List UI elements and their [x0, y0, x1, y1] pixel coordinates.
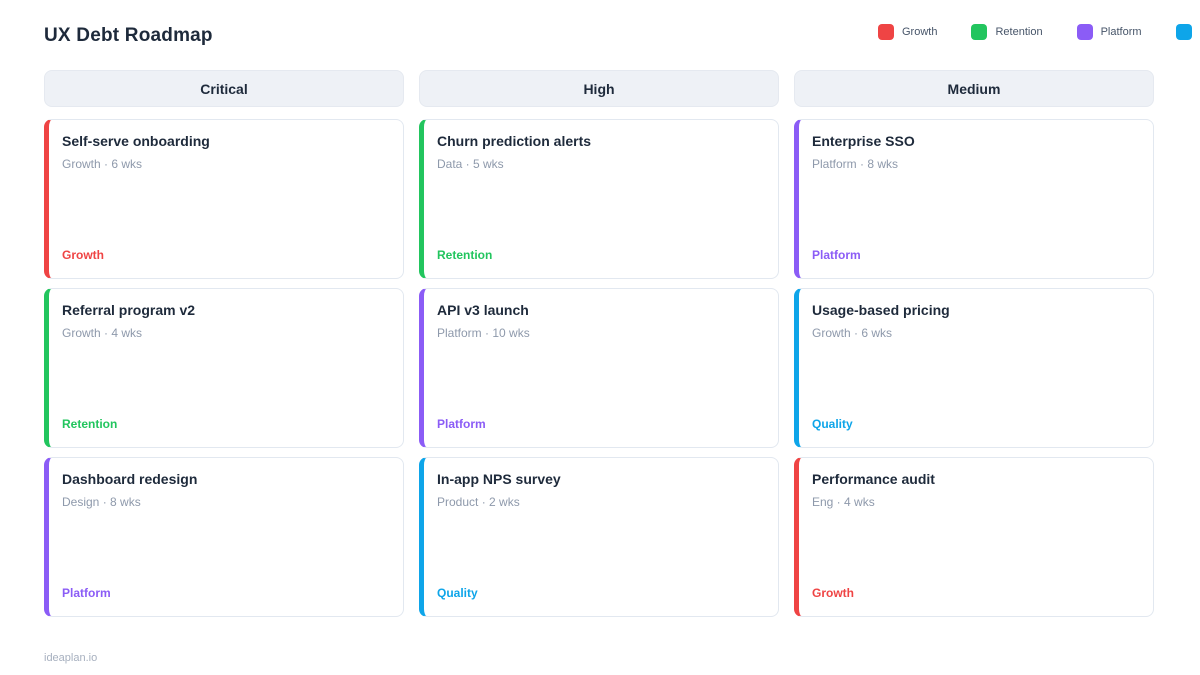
column-header-label: Medium: [947, 80, 1001, 97]
card-spacer: [62, 171, 387, 248]
legend-item-platform: Platform: [1076, 24, 1142, 40]
card-title: In-app NPS survey: [437, 471, 561, 487]
legend-label: Retention: [995, 26, 1043, 38]
card-enterprise-sso[interactable]: Enterprise SSO Platform · 8 wks Platform: [794, 119, 1154, 279]
column-header-critical: Critical: [44, 70, 404, 107]
card-meta: Growth · 6 wks: [812, 326, 893, 340]
quality-color-swatch: [1175, 24, 1192, 40]
card-spacer: [62, 340, 387, 417]
card-referral-program-v2[interactable]: Referral program v2 Growth · 4 wks Reten…: [44, 288, 404, 448]
column-header-label: High: [583, 80, 615, 97]
page-header: UX Debt Roadmap: [44, 16, 1156, 56]
legend-label: Platform: [1100, 26, 1142, 38]
card-spacer: [62, 509, 387, 586]
column-high: High Churn prediction alerts Data · 5 wk…: [419, 70, 779, 626]
card-title: Usage-based pricing: [812, 302, 950, 318]
card-tag: Quality: [437, 586, 478, 600]
card-title: Dashboard redesign: [62, 471, 198, 487]
card-tag: Quality: [812, 417, 853, 431]
column-header-medium: Medium: [794, 70, 1154, 107]
card-in-app-nps-survey[interactable]: In-app NPS survey Product · 2 wks Qualit…: [419, 457, 779, 617]
card-tag: Platform: [812, 248, 861, 262]
roadmap-board: Critical Self-serve onboarding Growth · …: [44, 70, 1156, 626]
platform-color-swatch: [1076, 24, 1093, 40]
card-title: Churn prediction alerts: [437, 133, 592, 149]
card-tag: Platform: [437, 417, 486, 431]
card-dashboard-redesign[interactable]: Dashboard redesign Design · 8 wks Platfo…: [44, 457, 404, 617]
card-meta: Platform · 10 wks: [437, 326, 530, 340]
card-meta: Design · 8 wks: [62, 495, 141, 509]
legend: Growth Retention Platform: [878, 24, 1200, 40]
card-title: Self-serve onboarding: [62, 133, 210, 149]
card-api-v3-launch[interactable]: API v3 launch Platform · 10 wks Platform: [419, 288, 779, 448]
card-spacer: [437, 171, 762, 248]
card-tag: Retention: [437, 248, 493, 262]
legend-item-growth: Growth: [878, 24, 937, 40]
card-title: Referral program v2: [62, 302, 196, 318]
card-spacer: [437, 509, 762, 586]
card-spacer: [812, 509, 1137, 586]
retention-color-swatch: [971, 24, 988, 40]
card-tag: Retention: [62, 417, 118, 431]
card-tag: Growth: [62, 248, 104, 262]
card-tag: Platform: [62, 586, 111, 600]
page-title: UX Debt Roadmap: [44, 25, 213, 46]
card-tag: Growth: [812, 586, 854, 600]
column-medium: Medium Enterprise SSO Platform · 8 wks P…: [794, 70, 1154, 626]
card-self-serve-onboarding[interactable]: Self-serve onboarding Growth · 6 wks Gro…: [44, 119, 404, 279]
column-critical: Critical Self-serve onboarding Growth · …: [44, 70, 404, 626]
card-spacer: [812, 171, 1137, 248]
footer-branding: ideaplan.io: [44, 652, 98, 664]
card-performance-audit[interactable]: Performance audit Eng · 4 wks Growth: [794, 457, 1154, 617]
card-usage-based-pricing[interactable]: Usage-based pricing Growth · 6 wks Quali…: [794, 288, 1154, 448]
card-title: Enterprise SSO: [812, 133, 915, 149]
card-spacer: [812, 340, 1137, 417]
card-title: API v3 launch: [437, 302, 529, 318]
card-title: Performance audit: [812, 471, 935, 487]
card-meta: Platform · 8 wks: [812, 157, 899, 171]
growth-color-swatch: [878, 24, 894, 40]
card-meta: Product · 2 wks: [437, 495, 520, 509]
card-spacer: [437, 340, 762, 417]
card-churn-prediction-alerts[interactable]: Churn prediction alerts Data · 5 wks Ret…: [419, 119, 779, 279]
legend-label: Growth: [902, 26, 938, 38]
column-header-high: High: [419, 70, 779, 107]
card-meta: Growth · 6 wks: [62, 157, 143, 171]
card-meta: Growth · 4 wks: [62, 326, 143, 340]
card-meta: Data · 5 wks: [437, 157, 504, 171]
column-header-label: Critical: [200, 80, 248, 97]
legend-item-quality: [1175, 24, 1200, 40]
card-meta: Eng · 4 wks: [812, 495, 875, 509]
legend-item-retention: Retention: [971, 24, 1043, 40]
